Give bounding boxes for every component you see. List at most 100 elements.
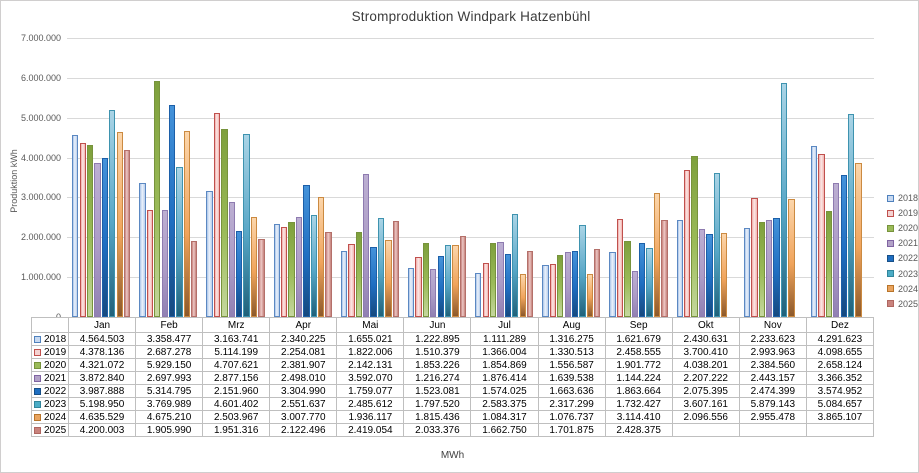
series-key-icon: [34, 387, 41, 395]
bar-2025-Apr: [325, 232, 332, 317]
value-cell-2019-Apr: 2.254.081: [269, 345, 338, 359]
bar-2018-Apr: [273, 223, 280, 317]
bar-2020-Okt: [691, 156, 698, 317]
value-cell-2023-Aug: 2.317.299: [537, 397, 606, 411]
bar-2022-Mai: [370, 246, 377, 317]
bar-2021-Jul: [497, 242, 504, 317]
bar-2020-Dez: [825, 211, 833, 317]
year-label: 2019: [44, 346, 67, 358]
value-cell-2020-Dez: 2.658.124: [805, 358, 875, 372]
series-key-icon: [34, 374, 41, 382]
value-cell-2025-Jun: 2.033.376: [403, 423, 472, 437]
y-tick-label: 6.000.000: [20, 72, 61, 83]
value-cell-2020-Mrz: 4.707.621: [202, 358, 271, 372]
value-cell-2019-Mai: 1.822.006: [336, 345, 405, 359]
bar-2018-Mrz: [206, 190, 213, 317]
value-cell-2018-Sep: 1.621.679: [604, 332, 673, 346]
gridline-6.000.000: [67, 77, 874, 79]
gridline-7.000.000: [67, 38, 874, 39]
value-cell-2019-Dez: 4.098.655: [805, 345, 875, 359]
value-cell-2023-Apr: 2.551.637: [269, 397, 338, 411]
legend-key-icon: [887, 254, 894, 262]
table-row-2022: 2022 3.987.888 5.314.795 2.151.960 3.304.990…: [31, 384, 875, 398]
y-tick-label: 7.000.000: [20, 33, 61, 43]
month-header-Nov: Nov: [738, 317, 807, 333]
bar-2023-Okt: [713, 173, 720, 317]
legend-item-2023: 2023: [887, 266, 918, 281]
value-cell-2025-Jul: 1.662.750: [470, 423, 539, 437]
value-cell-2023-Jan: 5.198.950: [67, 397, 137, 411]
bar-2019-Jul: [482, 262, 489, 317]
bar-2020-Mai: [355, 231, 362, 317]
value-cell-2019-Sep: 2.458.555: [604, 345, 673, 359]
value-cell-2024-Jun: 1.815.436: [403, 410, 472, 424]
bar-2019-Jun: [415, 256, 422, 317]
value-cell-2024-Aug: 1.076.737: [537, 410, 606, 424]
bar-2024-Mrz: [250, 217, 258, 317]
bar-2023-Sep: [646, 248, 653, 317]
month-header-Sep: Sep: [604, 317, 673, 333]
legend-label: 2021: [898, 238, 919, 249]
value-cell-2024-Jan: 4.635.529: [67, 410, 137, 424]
bar-2018-Jul: [475, 272, 482, 317]
bar-2018-Mai: [340, 251, 348, 317]
bar-2021-Aug: [564, 251, 571, 317]
bar-2020-Jul: [489, 243, 497, 317]
value-cell-2021-Aug: 1.639.538: [537, 371, 606, 385]
value-cell-2020-Nov: 2.384.560: [738, 358, 807, 372]
legend-item-2024: 2024: [887, 281, 918, 296]
value-cell-2022-Jul: 1.574.025: [470, 384, 539, 398]
year-label: 2020: [44, 359, 67, 371]
bar-2018-Sep: [609, 252, 616, 317]
bar-2024-Feb: [183, 130, 191, 317]
bar-2019-Sep: [616, 219, 624, 317]
value-cell-2019-Jan: 4.378.136: [67, 345, 137, 359]
value-cell-2025-Mai: 2.419.054: [336, 423, 405, 437]
gridline-4.000.000: [67, 157, 874, 159]
bar-2018-Nov: [743, 228, 751, 317]
bar-2023-Jun: [444, 245, 452, 317]
legend-label: 2022: [898, 253, 919, 264]
month-header-Okt: Okt: [671, 317, 740, 333]
chart-data-table: Jan Feb Mrz Apr Mai Jun Jul Aug Sep Okt Nov Dez 2018…: [31, 317, 875, 437]
year-cell-2021: 2021: [31, 371, 69, 385]
year-cell-2022: 2022: [31, 384, 69, 398]
bar-2019-Dez: [818, 153, 825, 317]
legend-key-icon: [887, 209, 894, 217]
value-cell-2021-Jun: 1.216.274: [403, 371, 472, 385]
bar-2025-Jul: [526, 250, 534, 317]
value-cell-2022-Mai: 1.759.077: [336, 384, 405, 398]
year-cell-2018: 2018: [31, 332, 69, 346]
bar-2019-Okt: [684, 169, 691, 317]
value-cell-2025-Apr: 2.122.496: [269, 423, 338, 437]
year-cell-2019: 2019: [31, 345, 69, 359]
legend-label: 2023: [898, 268, 919, 279]
bar-2025-Sep: [661, 220, 668, 317]
bar-2020-Feb: [154, 80, 161, 317]
value-cell-2019-Nov: 2.993.963: [738, 345, 807, 359]
legend-label: 2018: [898, 193, 919, 203]
value-cell-2022-Nov: 2.474.399: [738, 384, 807, 398]
bar-2023-Jul: [512, 214, 519, 317]
y-tick-label: 5.000.000: [20, 112, 61, 123]
value-cell-2018-Feb: 3.358.477: [135, 332, 204, 346]
gridline-2.000.000: [67, 237, 874, 239]
legend-key-icon: [887, 239, 894, 247]
bar-2022-Sep: [639, 242, 646, 317]
bar-2024-Jul: [519, 273, 526, 317]
value-cell-2024-Nov: 2.955.478: [738, 410, 807, 424]
value-cell-2019-Feb: 2.687.278: [135, 345, 204, 359]
bar-2024-Nov: [788, 199, 795, 317]
legend-label: 2019: [898, 208, 919, 219]
y-tick-label: 3.000.000: [20, 192, 61, 203]
series-key-icon: [34, 426, 41, 434]
bar-2025-Jun: [459, 236, 467, 317]
bar-2025-Mrz: [258, 239, 265, 317]
legend-item-2025: 2025: [887, 296, 918, 311]
value-cell-2018-Nov: 2.233.623: [738, 332, 807, 346]
value-cell-2018-Jun: 1.222.895: [403, 332, 472, 346]
month-header-Jan: Jan: [67, 317, 137, 333]
value-cell-2020-Jul: 1.854.869: [470, 358, 539, 372]
bar-2022-Jan: [101, 158, 109, 317]
